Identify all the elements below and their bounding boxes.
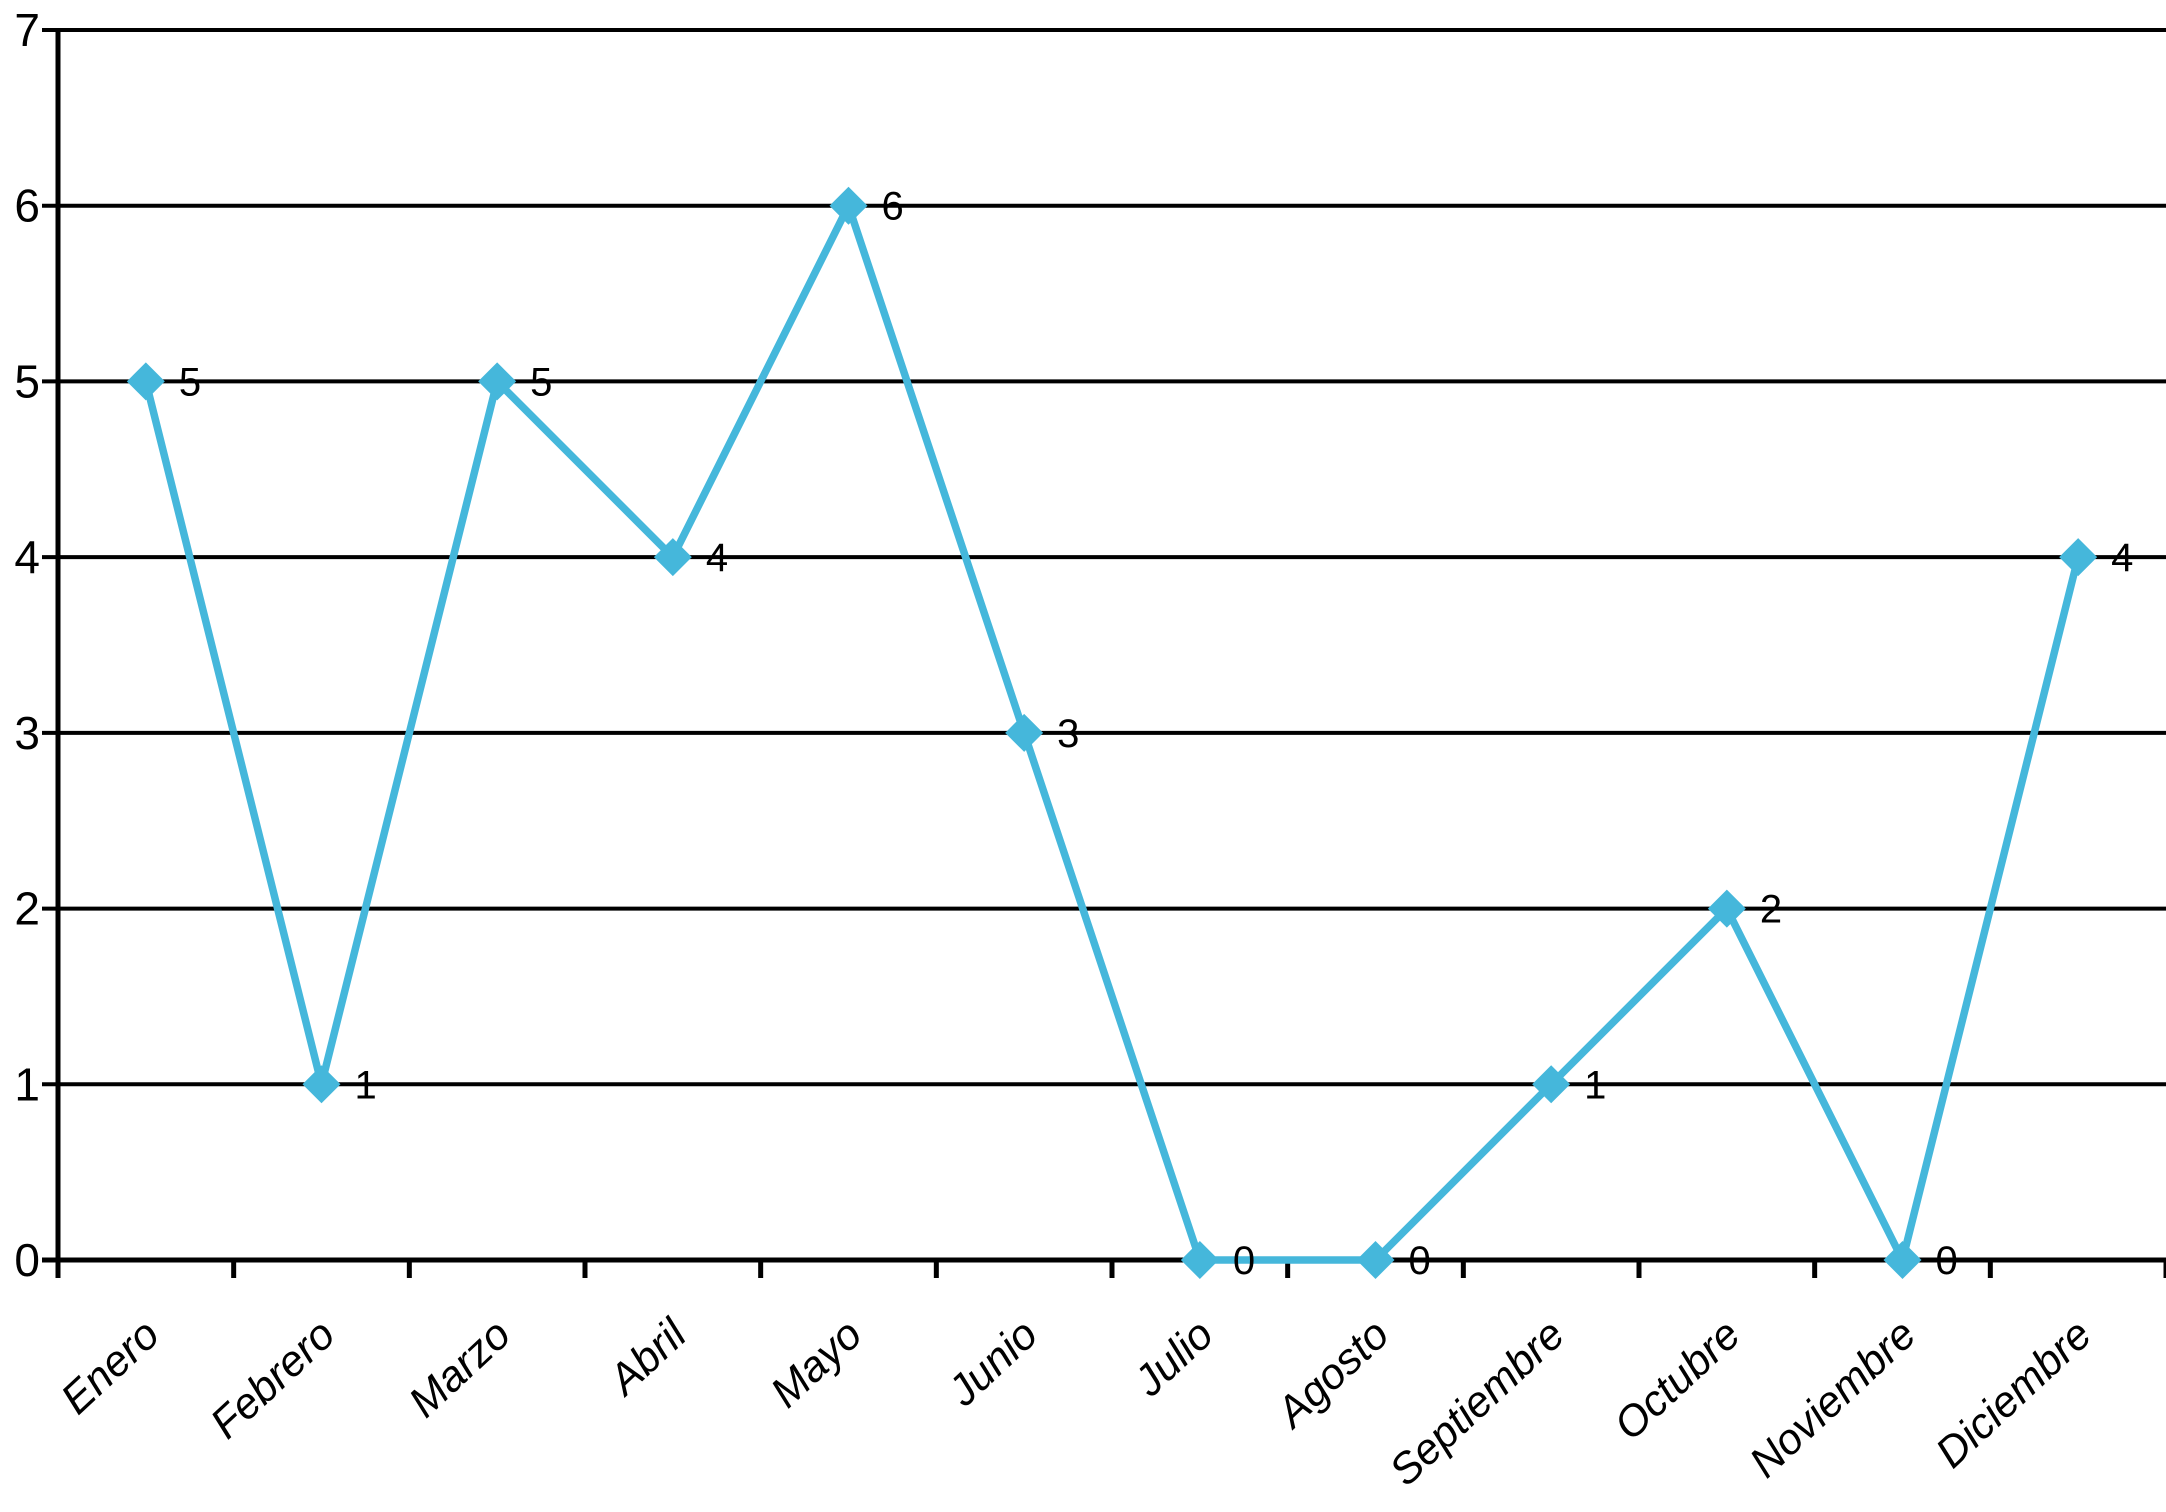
y-axis-tick-label: 7 [14, 4, 40, 56]
data-point-marker [2059, 538, 2098, 577]
data-point-marker [1005, 713, 1044, 752]
series-line [142, 195, 2082, 1271]
data-point-label: 0 [1936, 1239, 1958, 1283]
data-point-label: 3 [1057, 712, 1079, 756]
data-point-label: 2 [1760, 888, 1782, 932]
data-point-label: 0 [1409, 1239, 1431, 1283]
data-point-marker [1707, 889, 1746, 928]
y-axis-tick-label: 0 [14, 1234, 40, 1286]
y-axis-tick-label: 5 [14, 355, 40, 407]
data-point-label: 5 [179, 360, 201, 404]
data-point-marker [1180, 1241, 1219, 1279]
y-axis-tick-label: 2 [14, 883, 40, 935]
data-point-marker [1532, 1065, 1571, 1104]
data-point-marker [302, 1065, 341, 1104]
data-point-marker [478, 362, 517, 401]
data-point-label: 1 [1584, 1063, 1606, 1107]
y-axis-tick-label: 3 [14, 707, 40, 759]
data-point-marker [653, 538, 692, 577]
data-point-label: 4 [706, 536, 728, 580]
y-axis-tick-label: 1 [14, 1058, 40, 1110]
data-point-label: 1 [355, 1063, 377, 1107]
data-point-label: 6 [882, 185, 904, 229]
data-point-label: 4 [2111, 536, 2133, 580]
data-point-label: 0 [1233, 1239, 1255, 1283]
data-point-marker [1883, 1241, 1922, 1279]
data-point-marker [829, 186, 868, 225]
data-point-marker [126, 362, 165, 401]
data-point-label: 5 [530, 360, 552, 404]
y-axis-tick-label: 4 [14, 531, 40, 583]
data-point-marker [1356, 1241, 1395, 1279]
y-axis-tick-label: 6 [14, 180, 40, 232]
